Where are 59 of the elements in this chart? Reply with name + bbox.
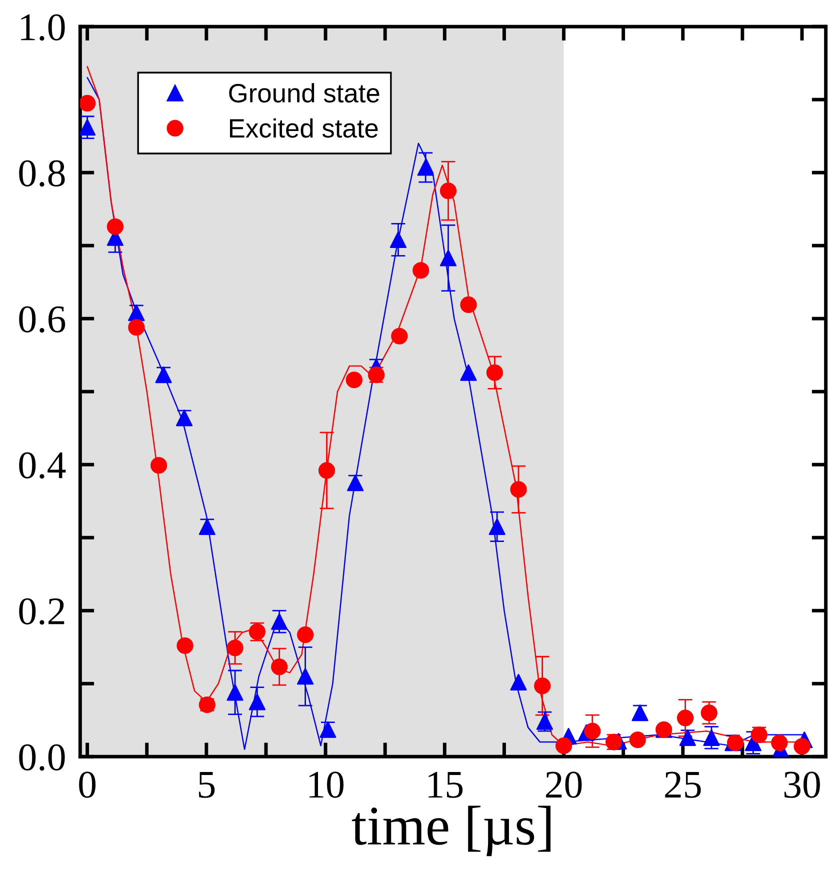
point (318, 462, 336, 479)
point (412, 262, 430, 279)
y-tick-label: 0.6 (19, 306, 66, 333)
point (417, 159, 434, 176)
point (510, 674, 527, 690)
point (703, 729, 720, 746)
point (176, 410, 193, 426)
point (679, 729, 696, 746)
point (584, 722, 601, 740)
y-tick-label: 1.0 (21, 14, 65, 41)
point (226, 684, 244, 701)
point (80, 94, 96, 112)
point (80, 119, 96, 136)
point (460, 364, 477, 381)
point (198, 518, 216, 535)
y-tick-label: 0.8 (19, 160, 65, 187)
x-tick-label: 15 (428, 772, 463, 798)
x-tick-label: 5 (198, 772, 215, 798)
point (460, 296, 477, 314)
y-tick-label: 0.4 (19, 452, 66, 479)
point (391, 328, 408, 344)
point (629, 732, 646, 748)
point (248, 694, 266, 710)
x-tick-label: 25 (665, 772, 701, 798)
point (794, 738, 810, 755)
point (296, 668, 314, 685)
x-tick-label: 10 (310, 772, 344, 798)
point (486, 364, 503, 381)
point (347, 474, 364, 492)
point (440, 250, 457, 266)
point (440, 182, 457, 200)
point (128, 304, 145, 322)
point (676, 710, 694, 726)
point (271, 658, 288, 676)
point (271, 613, 288, 630)
x-axis-title: time [µs] (352, 806, 550, 856)
point (226, 640, 244, 656)
point (296, 626, 314, 644)
point (632, 704, 648, 722)
x-tick-label: 30 (784, 772, 820, 798)
point (390, 231, 406, 248)
x-tick-label: 0 (79, 772, 96, 798)
legend-label: Ground state (229, 83, 380, 103)
point (510, 481, 527, 498)
point (346, 372, 362, 388)
point (488, 518, 506, 535)
point (534, 678, 551, 694)
y-tick-label: 0.2 (19, 598, 64, 625)
y-tick-label: 0.0 (19, 744, 65, 771)
point (150, 457, 168, 474)
point (771, 734, 788, 752)
point (555, 737, 572, 754)
point (155, 366, 172, 384)
point (176, 637, 194, 654)
point (128, 319, 145, 336)
point (700, 704, 718, 722)
x-tick-label: 20 (546, 772, 582, 798)
point (106, 218, 124, 235)
legend-label: Excited state (230, 118, 378, 138)
